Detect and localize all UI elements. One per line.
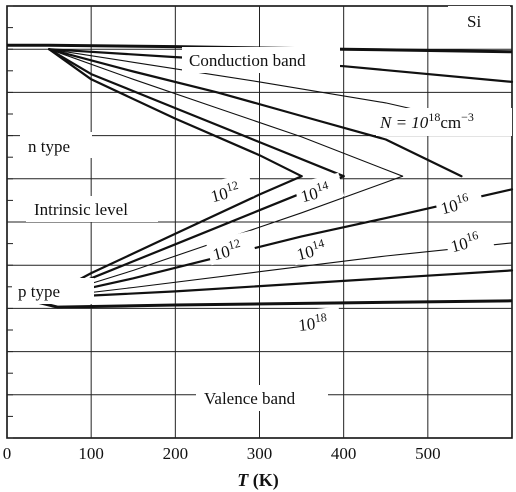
x-tick-400: 400 [331, 444, 357, 463]
series-n-10-15 [48, 48, 404, 177]
x-ticks: 0 100 200 300 400 500 [3, 444, 441, 463]
x-tick-500: 500 [415, 444, 441, 463]
series-n-10-12 [48, 48, 303, 178]
n-unit: cm [440, 113, 461, 132]
n16-base: 10 [439, 196, 460, 219]
n-doping-label: N = 1018cm−3 [379, 110, 474, 132]
n12-label-bg [203, 172, 255, 208]
series-n-10-16 [48, 48, 463, 178]
n14-label-bg [293, 172, 345, 208]
conduction-band-edge [7, 43, 513, 54]
x-tick-200: 200 [163, 444, 189, 463]
x-axis-label: T (K) [237, 470, 279, 491]
p-type-label-bg [12, 278, 94, 304]
p12-label: 1012 [210, 236, 243, 264]
n16-exp: 16 [455, 190, 470, 206]
p18-label: 1018 [297, 310, 328, 335]
labels: Si Conduction band n type Intrinsic leve… [12, 6, 512, 491]
p12-label-bg [205, 230, 257, 266]
n-symbol: N = 10 [379, 113, 429, 132]
n16-label-bg [433, 184, 485, 220]
x-tick-0: 0 [3, 444, 12, 463]
p18-exp: 18 [314, 310, 327, 325]
material-label: Si [467, 12, 481, 31]
p14-exp: 14 [311, 236, 326, 252]
conduction-label-bg [182, 47, 340, 73]
p16-label-bg [443, 222, 495, 258]
n14-base: 10 [299, 184, 320, 207]
p14-label: 1014 [294, 236, 327, 264]
x-axis-unit: (K) [248, 470, 279, 491]
p16-base: 10 [449, 234, 470, 257]
valence-label-bg [196, 385, 328, 411]
p12-exp: 12 [227, 236, 242, 252]
n18-exp: 18 [428, 110, 440, 124]
si-label-bg [448, 6, 510, 36]
n18-label-bg [376, 108, 512, 136]
p12-base: 10 [211, 242, 232, 265]
p16-exp: 16 [465, 228, 480, 244]
p16-label: 1016 [448, 228, 481, 256]
intrinsic-label-bg [26, 196, 158, 222]
x-tick-100: 100 [78, 444, 104, 463]
n12-base: 10 [209, 184, 230, 207]
n12-exp: 12 [225, 178, 240, 194]
series-p-10-16 [43, 188, 514, 299]
p-type-label: p type [18, 282, 60, 301]
valence-band-edge [36, 299, 513, 309]
series-p-10-18 [43, 269, 514, 299]
p14-base: 10 [295, 242, 316, 265]
n-type-label: n type [28, 137, 70, 156]
n14-label: 1014 [298, 178, 331, 206]
n-type-label-bg [20, 132, 92, 158]
conduction-band-label: Conduction band [189, 51, 306, 70]
x-axis-symbol: T [237, 470, 249, 490]
series-p-10-17 [44, 242, 513, 299]
n14-exp: 14 [315, 178, 330, 194]
p18-label-bg [292, 306, 342, 336]
n-unit-exp: −3 [461, 110, 474, 124]
x-tick-300: 300 [247, 444, 273, 463]
grid [6, 5, 513, 439]
intrinsic-level-label: Intrinsic level [34, 200, 128, 219]
n12-label: 1012 [208, 178, 241, 206]
valence-band-label: Valence band [204, 389, 296, 408]
n16-label: 1016 [438, 190, 471, 218]
p14-label-bg [289, 230, 341, 266]
series-n-10-14 [48, 48, 345, 178]
p18-base: 10 [297, 314, 316, 335]
